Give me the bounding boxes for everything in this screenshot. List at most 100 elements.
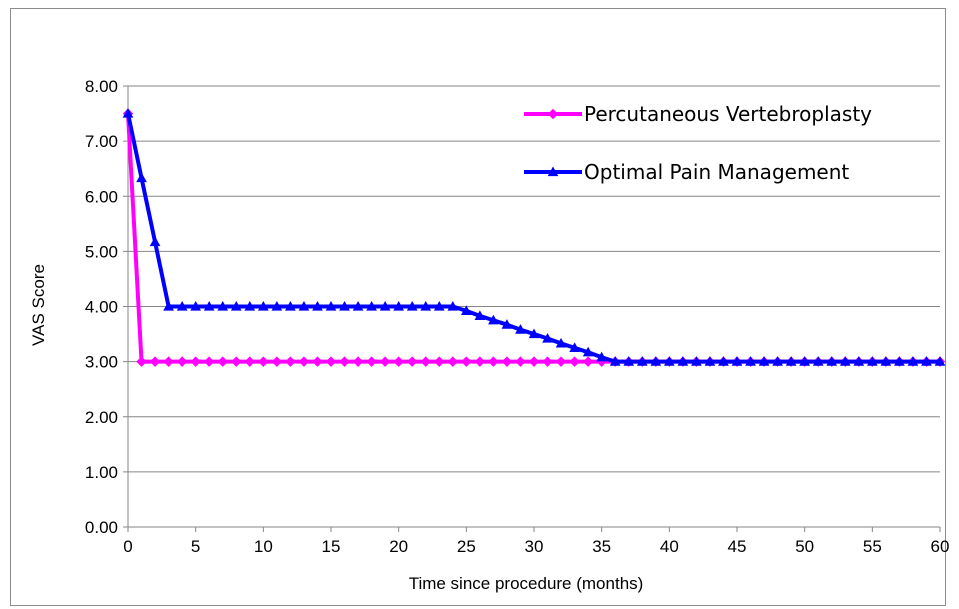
data-point: [163, 356, 174, 367]
data-point: [244, 356, 256, 367]
data-point: [528, 328, 540, 339]
data-point: [285, 300, 296, 311]
data-point: [853, 356, 865, 366]
data-point: [203, 300, 215, 311]
data-point: [921, 356, 932, 366]
data-point: [474, 310, 486, 320]
data-point: [528, 356, 540, 367]
data-point: [176, 300, 188, 311]
y-tick-label: 2.00: [85, 408, 118, 427]
data-point: [312, 300, 323, 311]
y-tick-label: 6.00: [85, 187, 118, 206]
data-point: [799, 356, 811, 366]
data-point: [758, 356, 770, 366]
data-point: [176, 356, 188, 367]
x-tick-label: 30: [525, 537, 544, 556]
data-point: [488, 314, 499, 325]
data-point: [582, 346, 594, 357]
legend-label: Optimal Pain Management: [584, 160, 849, 184]
series-optimal-pain-management: [122, 108, 946, 366]
data-point: [366, 356, 377, 367]
data-point: [217, 300, 229, 311]
data-point: [231, 356, 242, 367]
data-point: [731, 356, 743, 366]
data-point: [434, 356, 445, 367]
data-point: [285, 356, 296, 367]
data-point: [298, 300, 310, 311]
data-point: [230, 300, 242, 311]
series-percutaneous-vertebroplasty: [122, 108, 946, 367]
data-point: [894, 356, 905, 366]
data-point: [812, 356, 824, 366]
legend-marker: [547, 166, 559, 177]
data-point: [663, 356, 675, 366]
data-point: [542, 356, 553, 367]
x-axis-title: Time since procedure (months): [409, 574, 644, 593]
data-point: [190, 300, 202, 311]
data-point: [501, 356, 513, 367]
data-point: [460, 305, 472, 316]
data-point: [420, 300, 432, 311]
data-point: [393, 356, 404, 367]
x-tick-label: 40: [660, 537, 679, 556]
data-point: [677, 356, 689, 366]
x-tick-label: 60: [931, 537, 950, 556]
axes: [123, 85, 941, 532]
data-point: [866, 356, 878, 366]
data-point: [379, 300, 391, 311]
data-point: [515, 356, 526, 367]
data-point: [393, 300, 405, 311]
y-tick-labels: 0.00 1.00 2.00 3.00 4.00 5.00 6.00 7.00 8.00: [85, 77, 118, 537]
data-point: [718, 356, 729, 366]
legend-item: Optimal Pain Management: [524, 160, 849, 184]
data-point: [271, 300, 283, 311]
data-point: [623, 356, 635, 366]
x-tick-label: 15: [322, 537, 341, 556]
gridlines: [128, 85, 940, 473]
data-point: [447, 300, 459, 311]
y-tick-label: 7.00: [85, 132, 118, 151]
data-point: [312, 356, 323, 367]
data-point: [298, 356, 310, 367]
data-point: [880, 356, 892, 366]
data-point: [542, 332, 553, 343]
x-tick-label: 20: [389, 537, 408, 556]
data-point: [596, 351, 608, 362]
series-lines: [122, 108, 946, 367]
data-point: [569, 342, 580, 352]
data-point: [461, 356, 472, 367]
data-point: [149, 236, 161, 247]
data-point: [258, 356, 269, 367]
data-point: [447, 356, 459, 367]
x-tick-labels: 0 5 10 15 20 25 30 35 40 45 50 55 60: [123, 537, 949, 556]
x-tick-label: 45: [728, 537, 747, 556]
y-tick-label: 0.00: [85, 518, 118, 537]
data-point: [352, 356, 364, 367]
data-point: [203, 356, 215, 367]
y-tick-label: 5.00: [85, 242, 118, 261]
data-point: [555, 337, 567, 348]
x-tick-label: 10: [254, 537, 273, 556]
data-point: [515, 324, 526, 334]
data-point: [839, 356, 851, 366]
data-point: [582, 356, 594, 367]
data-point: [379, 356, 391, 367]
data-point: [406, 356, 418, 367]
legend-marker: [547, 108, 559, 120]
x-tick-label: 35: [592, 537, 611, 556]
x-tick-label: 55: [863, 537, 882, 556]
data-point: [474, 356, 486, 367]
data-point: [325, 300, 337, 311]
series-line: [126, 113, 940, 364]
data-point: [826, 356, 838, 366]
data-point: [636, 356, 648, 366]
data-point: [217, 356, 228, 367]
data-point: [271, 356, 283, 367]
data-point: [609, 356, 621, 366]
data-point: [650, 356, 662, 366]
data-point: [163, 300, 174, 311]
data-point: [366, 300, 377, 311]
data-point: [488, 356, 499, 367]
legend: Percutaneous Vertebroplasty Optimal Pain …: [524, 102, 872, 184]
